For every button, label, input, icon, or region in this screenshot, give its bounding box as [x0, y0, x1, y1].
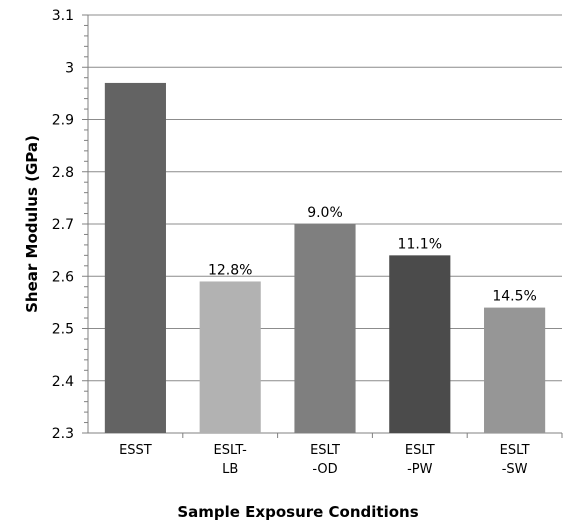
data-label-2: 9.0% [307, 205, 343, 221]
y-tick-label: 2.9 [52, 113, 74, 129]
category-label-3: -PW [407, 462, 433, 477]
data-label-3: 11.1% [398, 236, 442, 252]
y-axis-title: Shear Modulus (GPa) [23, 135, 41, 313]
data-label-1: 12.8% [208, 262, 252, 278]
x-axis-title: Sample Exposure Conditions [177, 503, 418, 521]
bar-1 [199, 281, 261, 433]
y-tick-label: 2.7 [52, 217, 74, 233]
category-label-1: ESLT- [214, 443, 248, 458]
bar-0 [104, 82, 166, 434]
category-label-3: ESLT [405, 443, 435, 458]
y-tick-label: 2.3 [52, 426, 74, 442]
y-tick-label: 3.1 [52, 8, 74, 24]
category-label-2: ESLT [310, 443, 340, 458]
bar-4 [484, 307, 546, 433]
bar-3 [389, 255, 451, 433]
category-label-2: -OD [312, 462, 337, 477]
category-label-4: -SW [502, 462, 528, 477]
category-label-1: LB [222, 462, 238, 477]
data-label-4: 14.5% [492, 289, 536, 305]
y-tick-label: 2.4 [52, 374, 74, 390]
y-tick-label: 3 [65, 60, 74, 76]
bar-2 [294, 224, 356, 433]
category-label-0: ESST [119, 443, 152, 458]
y-tick-label: 2.5 [52, 322, 74, 338]
y-tick-label: 2.6 [52, 269, 74, 285]
category-label-4: ESLT [500, 443, 530, 458]
y-tick-label: 2.8 [52, 165, 74, 181]
